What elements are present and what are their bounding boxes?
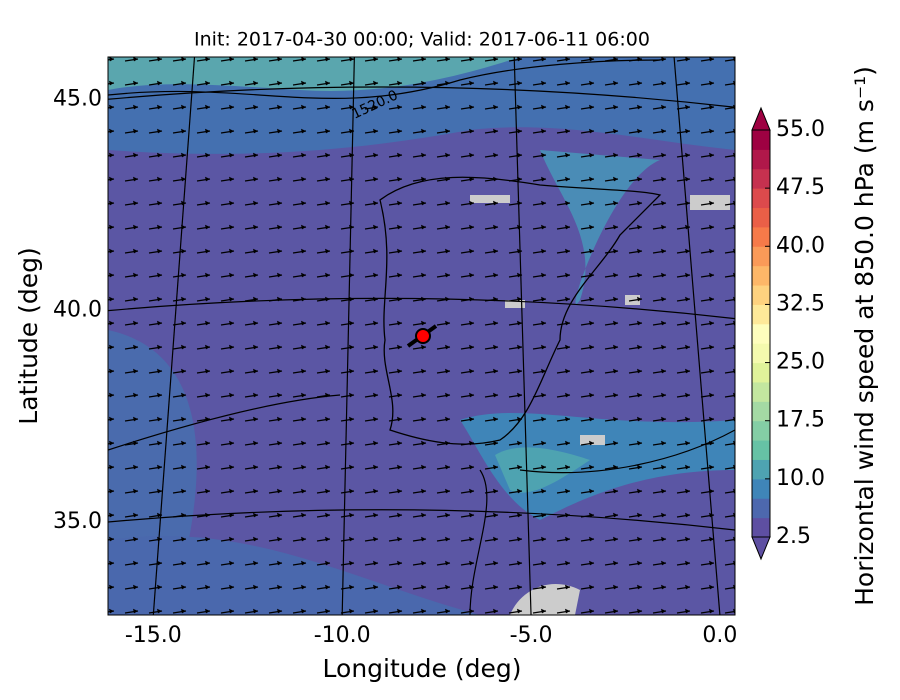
- colorbar-band: [752, 246, 770, 267]
- colorbar-band: [752, 265, 770, 286]
- colorbar-band: [752, 381, 770, 402]
- parallel: [108, 86, 735, 108]
- colorbar-tick-label: 10.0: [776, 466, 825, 491]
- colorbar-band: [752, 188, 770, 209]
- x-tick-label: 0.0: [702, 623, 737, 648]
- colorbar-label: Horizontal wind speed at 850.0 hPa (m s⁻…: [850, 66, 879, 606]
- colorbar-band: [752, 285, 770, 305]
- colorbar-band: [752, 420, 770, 441]
- x-tick-label: -10.0: [314, 623, 371, 648]
- y-tick-label: 40.0: [53, 298, 102, 323]
- colorbar-band: [752, 362, 770, 383]
- colorbar-band: [752, 440, 770, 460]
- y-tick-label: 45.0: [53, 86, 102, 111]
- colorbar-tick-label: 2.5: [776, 524, 811, 549]
- colorbar-tick-label: 17.5: [776, 408, 825, 433]
- parallel: [108, 509, 735, 531]
- colorbar-band: [752, 498, 770, 519]
- meridian: [341, 57, 355, 615]
- colorbar-band: [752, 168, 770, 189]
- colorbar-band: [752, 226, 770, 247]
- x-tick-label: -15.0: [125, 623, 182, 648]
- meridian: [152, 57, 196, 615]
- colorbar-extend-low: [751, 536, 771, 561]
- meridian: [673, 57, 721, 615]
- colorbar-band: [752, 459, 770, 480]
- colorbar-band: [752, 304, 770, 325]
- colorbar-tick-label: 47.5: [776, 175, 825, 200]
- colorbar-extend-high: [751, 106, 771, 131]
- colorbar-tick-label: 32.5: [776, 291, 825, 316]
- location-marker: [415, 328, 431, 344]
- x-tick-label: -5.0: [510, 623, 553, 648]
- colorbar-band: [752, 478, 770, 499]
- colorbar-band: [752, 517, 770, 538]
- chart-title: Init: 2017-04-30 00:00; Valid: 2017-06-1…: [194, 29, 650, 51]
- colorbar-band: [752, 207, 770, 228]
- colorbar-band: [752, 130, 770, 150]
- map-frame: [107, 56, 736, 616]
- colorbar-tick-label: 55.0: [776, 117, 825, 142]
- colorbar-frame: [751, 129, 771, 538]
- map-field: [108, 57, 735, 615]
- meridian: [513, 57, 532, 615]
- y-axis-label: Latitude (deg): [14, 247, 43, 424]
- colorbar-tick-label: 40.0: [776, 233, 825, 258]
- colorbar-tick-label: 25.0: [776, 350, 825, 375]
- y-tick-label: 35.0: [53, 509, 102, 534]
- parallel: [108, 297, 735, 320]
- colorbar-band: [752, 323, 770, 344]
- x-axis-label: Longitude (deg): [323, 654, 522, 683]
- colorbar-band: [752, 401, 770, 422]
- colorbar-band: [752, 343, 770, 364]
- colorbar-band: [752, 149, 770, 170]
